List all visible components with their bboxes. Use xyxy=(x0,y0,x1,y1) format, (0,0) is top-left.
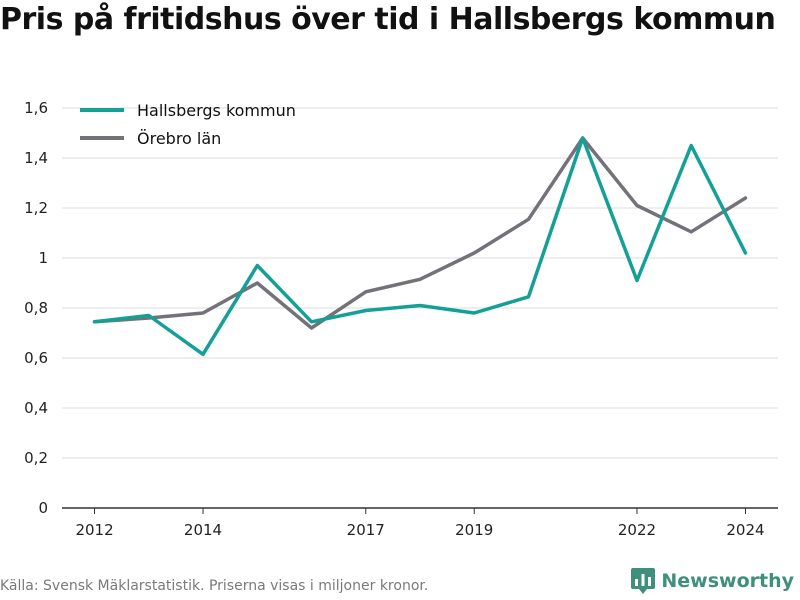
y-tick-label: 0 xyxy=(38,499,48,517)
y-tick-label: 0,6 xyxy=(24,349,48,367)
series-line-orebro-lan xyxy=(92,136,748,330)
legend-label: Hallsbergs kommun xyxy=(137,101,296,120)
y-tick-label: 1 xyxy=(38,249,48,267)
x-tick-label: 2024 xyxy=(726,521,764,539)
x-tick-label: 2019 xyxy=(455,521,493,539)
y-tick-label: 0,4 xyxy=(24,399,48,417)
x-tick-label: 2022 xyxy=(618,521,656,539)
y-tick-label: 1,6 xyxy=(24,99,48,117)
brand-name: Newsworthy xyxy=(661,570,794,592)
series-line-hallsbergs-kommun xyxy=(92,136,748,357)
newsworthy-logo-icon xyxy=(631,568,656,594)
brand-logo[interactable]: Newsworthy xyxy=(631,568,794,594)
x-tick-label: 2017 xyxy=(347,521,385,539)
legend-label: Örebro län xyxy=(137,129,221,148)
y-tick-label: 1,2 xyxy=(24,199,48,217)
x-tick-label: 2014 xyxy=(184,521,222,539)
y-tick-label: 1,4 xyxy=(24,149,48,167)
x-tick-label: 2012 xyxy=(75,521,113,539)
source-note: Källa: Svensk Mäklarstatistik. Priserna … xyxy=(0,578,429,594)
y-tick-label: 0,8 xyxy=(24,299,48,317)
y-tick-label: 0,2 xyxy=(24,449,48,467)
chart-title: Pris på fritidshus över tid i Hallsbergs… xyxy=(0,2,776,37)
